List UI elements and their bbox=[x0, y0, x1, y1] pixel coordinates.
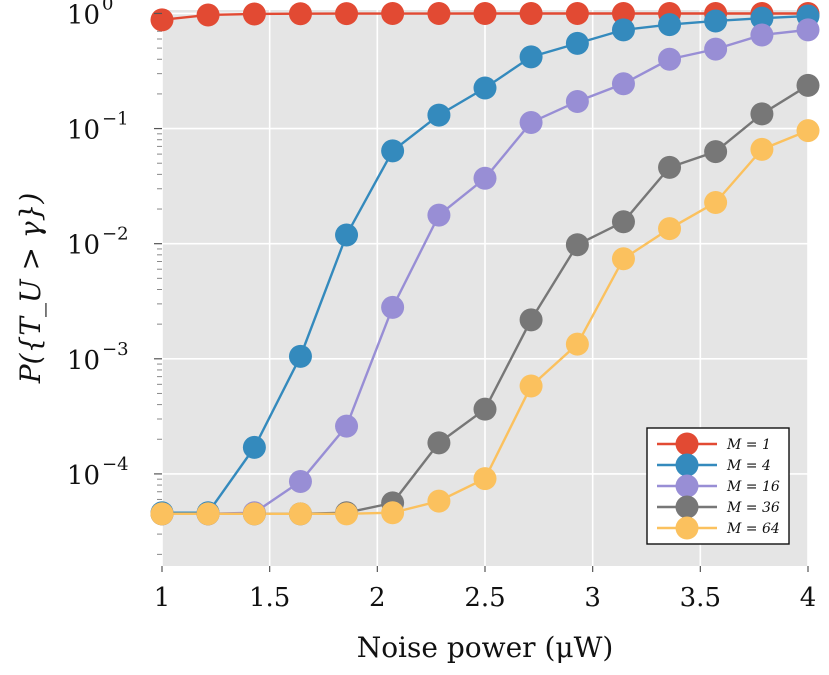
series-2-point bbox=[335, 223, 359, 247]
legend-marker bbox=[675, 453, 699, 477]
series-5-point bbox=[611, 247, 635, 271]
y-axis-label: P({T_U > γ}) bbox=[14, 193, 47, 385]
series-2-point bbox=[704, 9, 728, 33]
series-2-point bbox=[473, 76, 497, 100]
series-1-point bbox=[335, 2, 359, 26]
series-5-point bbox=[288, 502, 312, 526]
series-4-point bbox=[796, 73, 820, 97]
series-1-point bbox=[242, 2, 266, 26]
series-4-point bbox=[611, 210, 635, 234]
series-5-point bbox=[704, 190, 728, 214]
series-2-point bbox=[565, 31, 589, 55]
series-2-point bbox=[381, 139, 405, 163]
series-5-point bbox=[427, 489, 451, 513]
legend-marker bbox=[675, 474, 699, 498]
series-5-point bbox=[381, 501, 405, 525]
y-tick-exponent: −2 bbox=[102, 224, 129, 245]
series-5-point bbox=[658, 217, 682, 241]
series-3-point bbox=[381, 295, 405, 319]
series-2-point bbox=[658, 13, 682, 37]
series-5-point bbox=[750, 137, 774, 161]
y-tick-exponent: −1 bbox=[102, 109, 129, 130]
series-5-point bbox=[473, 467, 497, 491]
series-1-point bbox=[473, 2, 497, 26]
series-1-point bbox=[288, 2, 312, 26]
series-1-point bbox=[381, 2, 405, 26]
series-4-point bbox=[750, 102, 774, 126]
series-4-point bbox=[473, 397, 497, 421]
series-2-point bbox=[519, 45, 543, 69]
series-1-point bbox=[565, 2, 589, 26]
series-1-point bbox=[519, 2, 543, 26]
series-3-point bbox=[473, 166, 497, 190]
x-axis-ticks: 1 1.5 2 2.5 3 3.5 4 bbox=[154, 566, 817, 613]
x-tick-label: 2 bbox=[369, 583, 386, 613]
legend-label: M = 64 bbox=[726, 521, 780, 537]
legend-marker bbox=[675, 516, 699, 540]
x-tick-label: 1.5 bbox=[249, 583, 290, 613]
y-tick-label: 10 bbox=[67, 231, 100, 261]
series-3-point bbox=[288, 469, 312, 493]
series-2-point bbox=[242, 435, 266, 459]
series-4-point bbox=[565, 233, 589, 257]
x-tick-label: 3 bbox=[584, 583, 601, 613]
series-4-point bbox=[704, 140, 728, 164]
x-tick-label: 3.5 bbox=[680, 583, 721, 613]
series-2-point bbox=[288, 344, 312, 368]
series-5-point bbox=[335, 502, 359, 526]
series-1-point bbox=[427, 2, 451, 26]
series-4-point bbox=[427, 431, 451, 455]
series-2-point bbox=[750, 6, 774, 30]
series-5-point bbox=[196, 502, 220, 526]
x-tick-label: 2.5 bbox=[464, 583, 505, 613]
series-3-point bbox=[427, 203, 451, 227]
series-1-point bbox=[196, 3, 220, 27]
series-3-point bbox=[611, 72, 635, 96]
series-2-point bbox=[427, 103, 451, 127]
legend: M = 1 M = 4 M = 16 M = 36 M = 64 bbox=[646, 427, 790, 545]
x-tick-label: 1 bbox=[154, 583, 171, 613]
series-4-point bbox=[519, 308, 543, 332]
series-3-point bbox=[796, 18, 820, 42]
series-3-point bbox=[704, 37, 728, 61]
series-3-point bbox=[335, 414, 359, 438]
series-3-point bbox=[565, 89, 589, 113]
y-tick-exponent: −3 bbox=[102, 339, 129, 360]
series-2-point bbox=[611, 18, 635, 42]
series-markers bbox=[150, 2, 820, 526]
legend-label: M = 36 bbox=[726, 500, 780, 516]
x-axis-label: Noise power (μW) bbox=[357, 631, 614, 664]
series-5-point bbox=[519, 374, 543, 398]
series-5-point bbox=[796, 119, 820, 143]
series-1-point bbox=[611, 2, 635, 26]
legend-label: M = 4 bbox=[726, 458, 771, 474]
legend-label: M = 1 bbox=[726, 437, 771, 453]
series-5-point bbox=[565, 332, 589, 356]
y-tick-exponent: −4 bbox=[102, 454, 129, 475]
y-tick-exponent: 0 bbox=[102, 0, 113, 14]
series-3-point bbox=[750, 23, 774, 47]
y-tick-label: 10 bbox=[67, 461, 100, 491]
y-tick-label: 10 bbox=[67, 116, 100, 146]
series-5-point bbox=[242, 502, 266, 526]
series-4-point bbox=[658, 155, 682, 179]
y-tick-label: 10 bbox=[67, 0, 100, 30]
series-3-point bbox=[658, 47, 682, 71]
legend-marker bbox=[675, 495, 699, 519]
x-tick-label: 4 bbox=[800, 583, 817, 613]
legend-label: M = 16 bbox=[726, 479, 780, 495]
series-1-point bbox=[150, 8, 174, 32]
y-tick-label: 10 bbox=[67, 346, 100, 376]
legend-marker bbox=[675, 432, 699, 456]
series-5-point bbox=[150, 502, 174, 526]
series-3-point bbox=[519, 110, 543, 134]
